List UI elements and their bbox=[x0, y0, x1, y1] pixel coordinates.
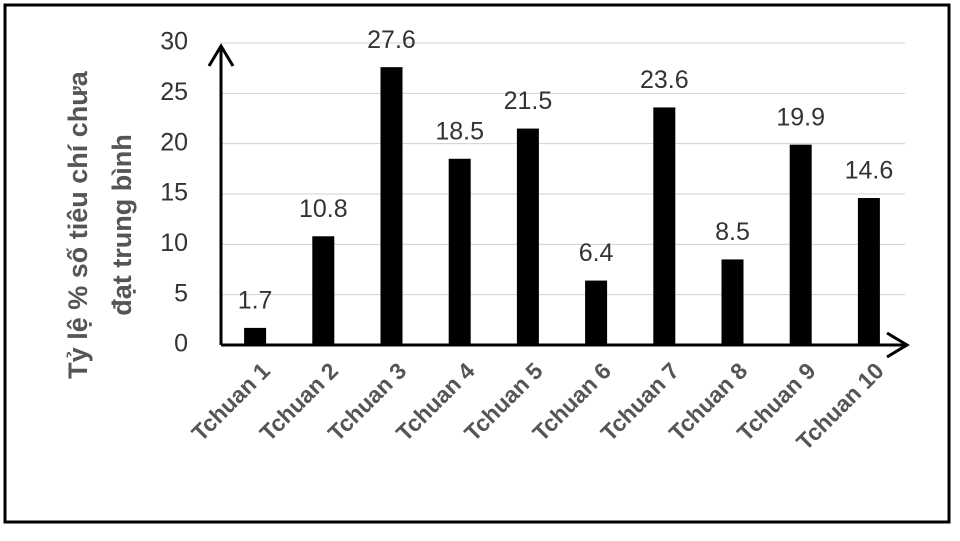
bar bbox=[448, 158, 471, 345]
bar bbox=[516, 128, 539, 345]
bar bbox=[721, 259, 744, 345]
bar bbox=[789, 144, 812, 345]
bar bbox=[857, 198, 880, 345]
bar bbox=[380, 67, 403, 345]
bar bbox=[312, 236, 335, 345]
value-label: 14.6 bbox=[845, 157, 894, 185]
y-tick-label: 15 bbox=[160, 179, 188, 207]
y-axis-arrow bbox=[207, 43, 235, 67]
value-label: 27.6 bbox=[367, 26, 416, 54]
value-label: 23.6 bbox=[640, 66, 689, 94]
value-label: 1.7 bbox=[238, 286, 273, 314]
y-tick-label: 20 bbox=[160, 128, 188, 156]
y-tick-label: 30 bbox=[160, 28, 188, 56]
plot bbox=[244, 67, 880, 345]
value-label: 18.5 bbox=[435, 117, 484, 145]
y-tick-label: 25 bbox=[160, 78, 188, 106]
y-tick-label: 5 bbox=[174, 279, 188, 307]
bar bbox=[244, 327, 267, 345]
value-label: 19.9 bbox=[776, 103, 825, 131]
y-axis-title: Tỷ lệ % số tiêu chí chưa bbox=[63, 70, 93, 379]
value-label: 21.5 bbox=[504, 87, 553, 115]
value-label: 10.8 bbox=[299, 195, 348, 223]
x-axis-arrow bbox=[886, 331, 910, 359]
y-tick-label: 10 bbox=[160, 229, 188, 257]
y-tick-label: 0 bbox=[174, 330, 188, 358]
bar bbox=[653, 107, 676, 345]
y-axis-title: đạt trung bình bbox=[107, 134, 137, 315]
value-label: 8.5 bbox=[715, 218, 750, 246]
bar bbox=[585, 280, 608, 345]
value-label: 6.4 bbox=[579, 239, 614, 267]
